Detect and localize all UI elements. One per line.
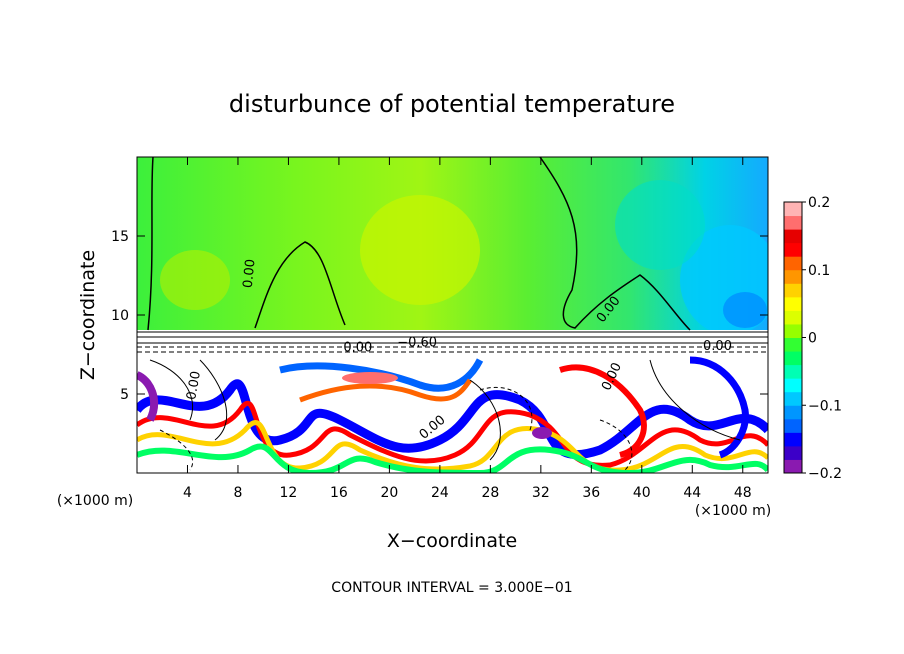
contour-label: 0.00 xyxy=(703,339,732,354)
colorbar-swatch xyxy=(784,256,802,271)
contour-interval-note: CONTOUR INTERVAL = 3.000E−01 xyxy=(331,580,572,596)
chart-title: disturbunce of potential temperature xyxy=(229,90,675,118)
y-tick-label: 15 xyxy=(111,229,129,245)
turbulent-band xyxy=(137,379,768,460)
turbulent-band xyxy=(279,358,484,392)
x-tick-label: 36 xyxy=(582,485,600,501)
blue-blob xyxy=(723,292,767,328)
x-axis: 4 8 12 16 20 24 28 32 36 40 44 48 xyxy=(183,157,752,501)
zero-contour xyxy=(254,241,346,329)
x-tick-label: 4 xyxy=(183,485,192,501)
colorbar-swatch xyxy=(784,405,802,420)
colorbar-swatch xyxy=(784,432,802,447)
colorbar-swatch xyxy=(784,378,802,393)
inversion-contour xyxy=(137,331,768,344)
colorbar: 0.2 0.1 0 −0.1 −0.2 xyxy=(783,195,842,482)
colorbar-swatch xyxy=(784,418,802,433)
turbulent-band xyxy=(299,378,473,403)
x-tick-label: 24 xyxy=(431,485,449,501)
y-tick-label: 5 xyxy=(120,387,129,403)
colorbar-swatch xyxy=(784,269,802,284)
colorbar-swatch xyxy=(784,215,802,230)
turbulent-band xyxy=(137,371,159,422)
x-tick-label: 28 xyxy=(481,485,499,501)
x-unit-left: (×1000 m) xyxy=(57,493,133,509)
colorbar-tick-label: 0.1 xyxy=(808,263,830,279)
y-axis-label: Z−coordinate xyxy=(77,250,99,380)
colorbar-swatch xyxy=(784,351,802,366)
colorbar-swatch xyxy=(784,445,802,460)
x-tick-label: 44 xyxy=(683,485,701,501)
turbulent-band xyxy=(137,400,768,468)
contour-line xyxy=(149,359,741,461)
plot-area xyxy=(137,157,768,473)
contour-label: 0.00 xyxy=(343,340,372,355)
inversion-contour-dashed xyxy=(137,346,768,353)
turbulent-band xyxy=(689,356,749,459)
yellow-blob xyxy=(160,250,230,310)
colorbar-swatch xyxy=(784,459,802,474)
colorbar-swatch xyxy=(784,296,802,311)
y-axis: 5 10 15 xyxy=(111,229,768,403)
x-unit-right: (×1000 m) xyxy=(695,503,771,519)
zero-contour xyxy=(147,157,154,331)
colorbar-swatch xyxy=(784,364,802,379)
x-tick-label: 32 xyxy=(532,485,550,501)
turbulent-band xyxy=(559,364,647,458)
colorbar-swatch xyxy=(784,310,802,325)
colorbar-tick-label: 0.2 xyxy=(808,195,830,211)
x-tick-label: 48 xyxy=(734,485,752,501)
colorbar-swatch xyxy=(784,229,802,244)
yellow-blob xyxy=(360,195,480,305)
contour-label: 0.00 xyxy=(241,258,259,288)
colorbar-swatch xyxy=(784,283,802,298)
contour-label: 0.00 xyxy=(184,370,204,401)
x-tick-label: 8 xyxy=(233,485,242,501)
x-tick-label: 12 xyxy=(280,485,298,501)
x-tick-label: 16 xyxy=(330,485,348,501)
colorbar-swatch xyxy=(784,242,802,257)
colorbar-swatch xyxy=(784,323,802,338)
x-tick-label: 20 xyxy=(380,485,398,501)
purple-core xyxy=(532,427,552,439)
colorbar-swatch xyxy=(784,202,802,217)
colorbar-swatch xyxy=(784,391,802,406)
zero-contour xyxy=(539,157,691,331)
colorbar-swatch xyxy=(784,337,802,352)
x-tick-label: 40 xyxy=(633,485,651,501)
contour-line-dashed xyxy=(159,386,633,471)
cyan-blob xyxy=(615,180,705,270)
contour-label: −0.60 xyxy=(397,336,437,351)
turbulent-band xyxy=(137,420,768,473)
y-tick-label: 10 xyxy=(111,308,129,324)
colorbar-tick-label: −0.2 xyxy=(808,466,842,482)
x-axis-label: X−coordinate xyxy=(387,530,517,552)
colorbar-tick-label: −0.1 xyxy=(808,398,842,414)
red-core xyxy=(342,372,398,384)
colorbar-tick-label: 0 xyxy=(808,331,817,347)
